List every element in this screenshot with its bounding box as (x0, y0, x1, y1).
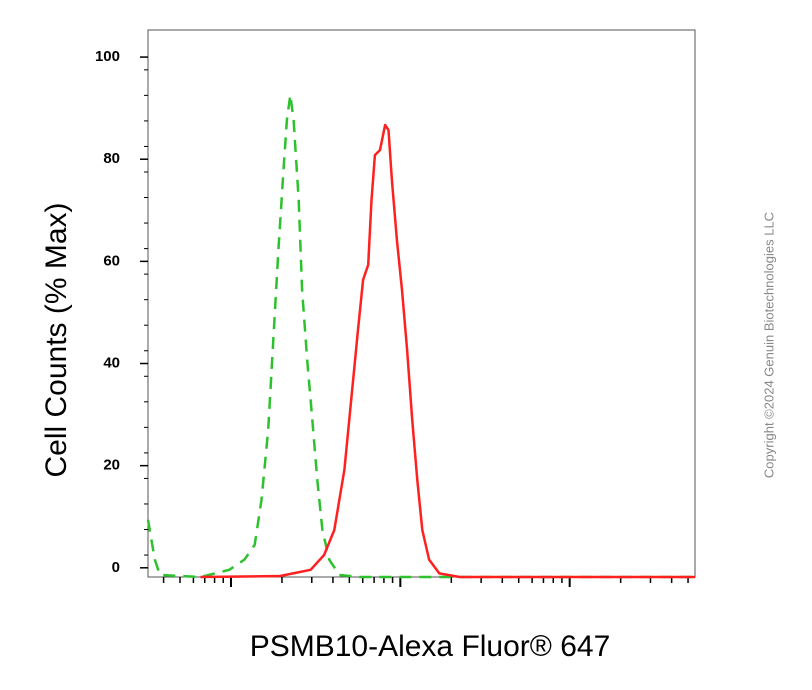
plot-frame (147, 29, 696, 578)
y-tick-label: 60 (103, 252, 120, 269)
histogram-line (200, 123, 695, 579)
y-tick-label: 40 (103, 354, 120, 371)
copyright: Copyright ©2024 Genuin Biotechnologies L… (761, 212, 776, 478)
y-tick-label: 100 (95, 48, 120, 65)
y-tick-label: 0 (112, 559, 120, 576)
x-axis-label: PSMB10-Alexa Fluor® 647 (250, 630, 611, 663)
y-tick-label: 80 (103, 150, 120, 167)
y-axis-label: Cell Counts (% Max) (40, 202, 73, 477)
histogram-line (146, 93, 695, 579)
y-tick-label: 20 (103, 457, 120, 474)
